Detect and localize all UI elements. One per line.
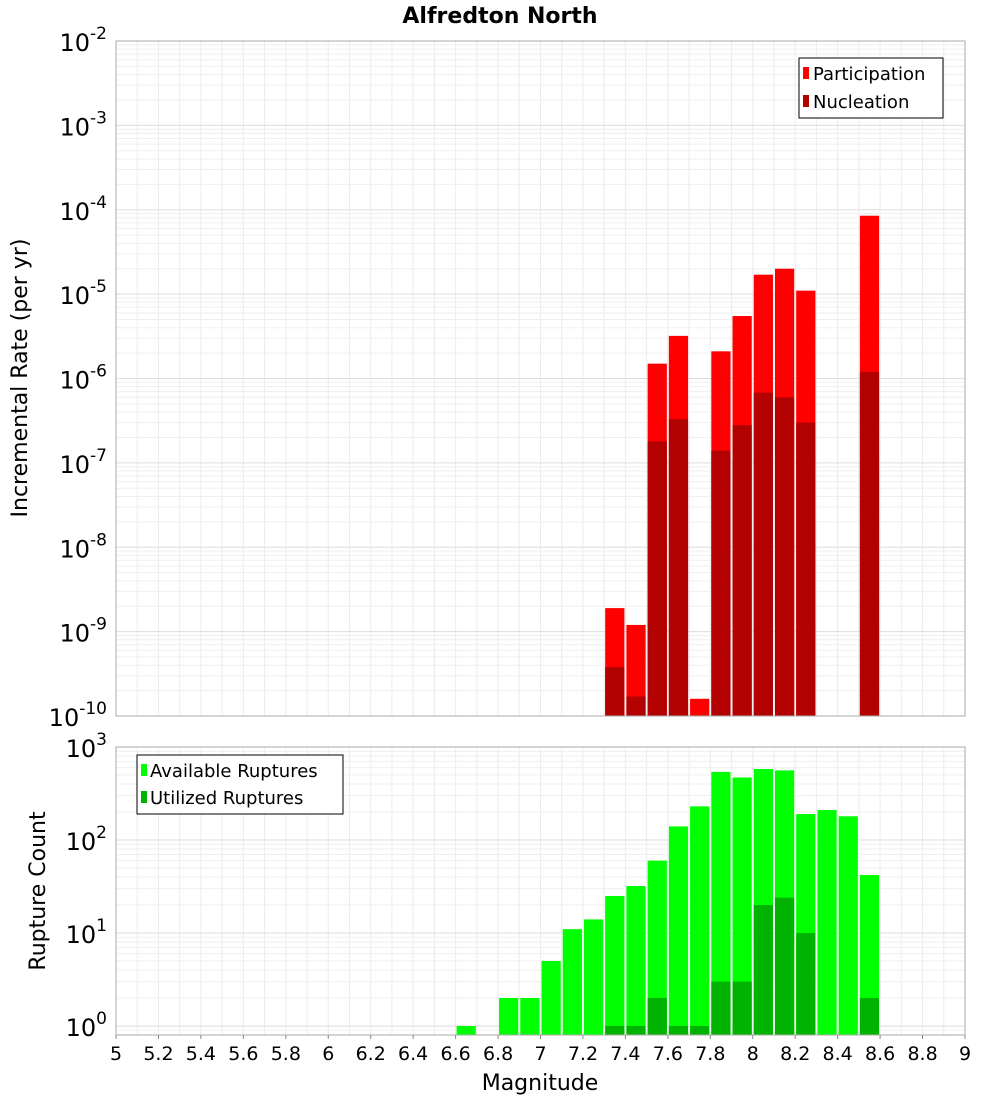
rate-bar-series2 [711, 450, 731, 716]
x-tick-label: 6.2 [356, 1043, 386, 1065]
chart-title: Alfredton North [402, 4, 597, 29]
x-tick-label: 9 [959, 1043, 971, 1065]
count-bar-series2 [859, 997, 880, 1035]
count-bar-series1 [690, 806, 710, 1035]
rate-bar-series2 [605, 667, 625, 716]
rate-bar-series1 [626, 624, 646, 716]
y-tick-label: 101 [66, 916, 107, 949]
count-bar-series1 [456, 1025, 476, 1035]
count-bar-series1 [647, 860, 667, 1035]
count-bar-series1 [583, 919, 604, 1035]
available-legend-label: Available Ruptures [150, 761, 318, 782]
rate-panel: 10-2 10-3 10-4 10-5 10-6 10-7 10-8 10-9 10-10 In… [8, 24, 966, 732]
x-tick-label: 7.4 [610, 1043, 640, 1065]
count-bar-series1 [838, 816, 858, 1035]
x-tick-label: 5.2 [143, 1043, 173, 1065]
y-tick-label: 102 [66, 823, 107, 856]
x-tick-label: 8.8 [907, 1043, 937, 1065]
x-tick-label: 5.8 [271, 1043, 301, 1065]
y-tick-label: 10-7 [60, 446, 108, 479]
x-axis-label: Magnitude [482, 1071, 599, 1096]
rate-bar-series1 [690, 698, 710, 716]
x-tick-labels: 5 5.2 5.4 5.6 5.8 6 6.2 6.4 6.6 6.8 7 7.2 7.4 7.6 7.8 8… [110, 1035, 971, 1065]
available-swatch [141, 764, 147, 776]
count-bar-series2 [732, 981, 752, 1035]
count-legend: Available Ruptures Utilized Ruptures [136, 754, 344, 815]
utilized-legend-label: Utilized Ruptures [150, 788, 303, 809]
count-bar-series1 [711, 771, 731, 1035]
count-bar-series2 [690, 1025, 710, 1035]
count-bar-series2 [796, 932, 816, 1035]
x-tick-label: 6 [322, 1043, 334, 1065]
count-bar-series1 [520, 997, 540, 1035]
y-tick-label: 10-2 [60, 24, 108, 57]
count-bar-series2 [753, 904, 773, 1035]
count-bar-series1 [541, 960, 561, 1035]
y-tick-label: 10-9 [60, 615, 108, 648]
count-bar-series1 [732, 777, 752, 1035]
count-bar-series2 [605, 1025, 625, 1035]
y-tick-label: 100 [66, 1009, 107, 1042]
count-bar-series1 [817, 810, 837, 1035]
count-bar-series2 [668, 1025, 689, 1035]
rate-bar-series2 [859, 371, 880, 716]
y-tick-label: 10-5 [60, 277, 108, 310]
y-tick-label: 10-3 [60, 108, 108, 141]
x-tick-label: 8.4 [823, 1043, 853, 1065]
y-tick-label: 10-8 [60, 530, 108, 563]
rate-bar-series2 [626, 696, 646, 716]
x-tick-label: 7.8 [695, 1043, 725, 1065]
y-tick-label: 103 [66, 730, 107, 763]
utilized-swatch [141, 791, 147, 803]
x-tick-label: 7.6 [653, 1043, 683, 1065]
rate-bar-series2 [732, 425, 752, 716]
count-y-axis-label: Rupture Count [26, 811, 51, 971]
count-bar-series2 [626, 1025, 646, 1035]
count-legend-box [136, 754, 344, 815]
y-tick-label: 10-4 [60, 193, 108, 226]
rate-bar-series2 [774, 397, 795, 716]
rate-legend: Participation Nucleation [798, 57, 944, 119]
x-tick-label: 5.6 [228, 1043, 258, 1065]
count-bar-series1 [562, 929, 582, 1035]
count-bars [456, 769, 880, 1035]
count-bar-series2 [711, 981, 731, 1035]
x-tick-label: 8.2 [780, 1043, 810, 1065]
rate-bars [605, 215, 880, 717]
y-tick-label: 10-6 [60, 362, 108, 395]
count-bar-series2 [647, 997, 667, 1035]
rate-bar-series2 [796, 422, 816, 716]
x-tick-label: 6.8 [483, 1043, 513, 1065]
nucleation-swatch [803, 95, 809, 107]
count-y-tick-labels: 103 102 101 100 [66, 730, 107, 1042]
nucleation-legend-label: Nucleation [813, 92, 909, 113]
x-tick-label: 7 [534, 1043, 546, 1065]
x-tick-label: 8 [747, 1043, 759, 1065]
x-tick-label: 8.6 [865, 1043, 895, 1065]
rate-plot-frame [115, 40, 966, 717]
rate-bar-series2 [668, 419, 689, 716]
count-panel: 103 102 101 100 5 5.2 5.4 5.6 5.8 6 6.2 6.4 6.6 6.8 7… [26, 730, 971, 1096]
rate-y-tick-labels: 10-2 10-3 10-4 10-5 10-6 10-7 10-8 10-9 10-10 [49, 24, 107, 732]
count-bar-series1 [668, 826, 689, 1035]
y-tick-label: 10-10 [49, 699, 107, 732]
rate-gridlines [115, 40, 966, 717]
count-bar-series1 [499, 997, 519, 1035]
x-tick-label: 7.2 [568, 1043, 598, 1065]
participation-legend-label: Participation [813, 64, 925, 85]
count-bar-series1 [626, 886, 646, 1035]
x-tick-label: 6.4 [398, 1043, 428, 1065]
rate-bar-series2 [753, 392, 773, 716]
x-tick-label: 5.4 [186, 1043, 216, 1065]
participation-swatch [803, 67, 809, 79]
count-bar-series2 [774, 897, 795, 1035]
rate-bar-series2 [647, 441, 667, 716]
x-tick-label: 5 [110, 1043, 122, 1065]
rate-legend-box [798, 57, 944, 119]
count-bar-series1 [859, 875, 880, 1035]
rate-y-axis-label: Incremental Rate (per yr) [8, 239, 33, 518]
x-tick-label: 6.6 [440, 1043, 470, 1065]
count-bar-series1 [605, 895, 625, 1035]
